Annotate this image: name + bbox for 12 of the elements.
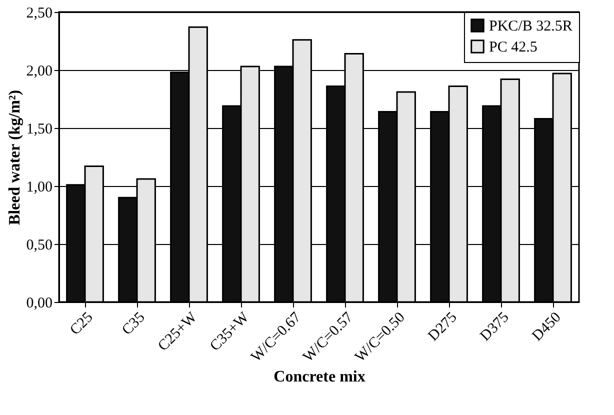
y-tick-label: 0,50 bbox=[26, 238, 52, 254]
y-tick-label: 1,00 bbox=[26, 180, 52, 196]
y-tick-label: 2,00 bbox=[26, 64, 52, 80]
y-axis-title: Bleed water (kg/m²) bbox=[6, 90, 24, 226]
y-tick-label: 0,00 bbox=[26, 296, 52, 312]
legend-label: PC 42.5 bbox=[489, 40, 538, 56]
y-tick-label: 1,50 bbox=[26, 122, 52, 138]
x-axis-title: Concrete mix bbox=[274, 368, 366, 386]
legend-label: PKC/B 32.5R bbox=[489, 18, 572, 34]
x-tick-label: C35 bbox=[119, 310, 148, 338]
y-tick-label: 2,50 bbox=[26, 6, 52, 22]
x-tick-label: C25 bbox=[67, 310, 96, 338]
